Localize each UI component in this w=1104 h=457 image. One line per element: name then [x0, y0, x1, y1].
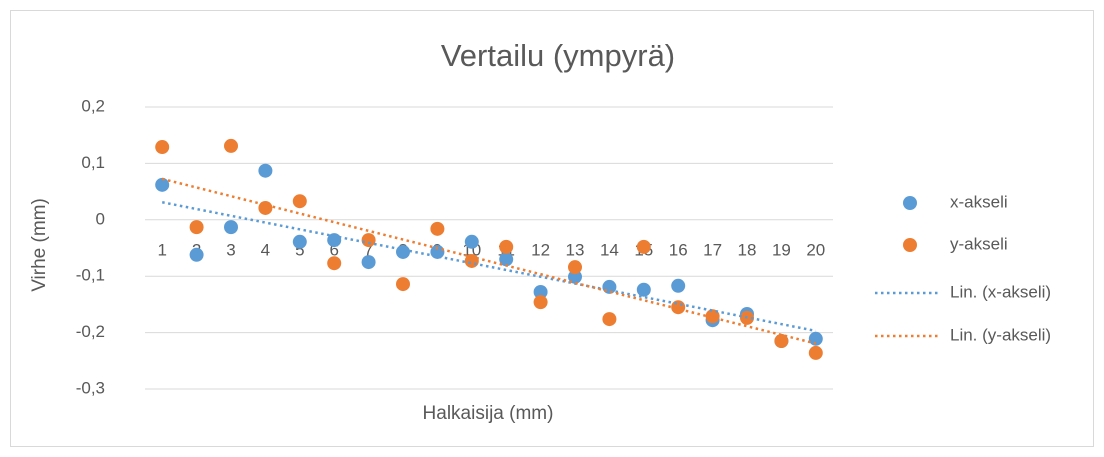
- y-axis-title: Virhe (mm): [29, 198, 50, 292]
- x-tick-label: 19: [772, 240, 791, 259]
- marker: [327, 256, 342, 271]
- marker: [155, 140, 170, 155]
- x-tick-label: 1: [157, 240, 166, 259]
- marker: [189, 220, 204, 235]
- marker: [396, 277, 410, 292]
- marker: [464, 234, 479, 249]
- legend-label: Lin. (y-akseli): [950, 325, 1051, 344]
- x-tick-label: 4: [261, 240, 270, 259]
- marker: [533, 284, 548, 299]
- legend-marker: [903, 238, 917, 252]
- marker: [430, 221, 445, 236]
- marker: [499, 239, 514, 254]
- marker: [774, 334, 789, 349]
- marker: [808, 331, 823, 346]
- marker: [602, 279, 617, 294]
- marker: [568, 269, 582, 284]
- marker: [671, 278, 686, 293]
- marker: [636, 282, 651, 297]
- x-tick-label: 7: [364, 240, 373, 259]
- marker: [189, 247, 204, 262]
- x-tick-label: 20: [806, 240, 825, 259]
- legend-marker: [903, 196, 917, 210]
- marker: [396, 244, 410, 259]
- x-tick-label: 3: [226, 240, 235, 259]
- x-tick-label: 17: [703, 240, 722, 259]
- x-tick-label: 14: [600, 240, 619, 259]
- marker: [224, 220, 238, 235]
- marker: [808, 345, 823, 360]
- marker: [361, 233, 376, 248]
- x-tick-label: 5: [295, 240, 304, 259]
- y-tick-label: -0,3: [76, 378, 105, 397]
- marker: [533, 295, 548, 310]
- x-axis-title: Halkaisija (mm): [423, 403, 554, 424]
- marker: [224, 138, 238, 153]
- marker: [671, 300, 686, 315]
- marker: [258, 163, 273, 178]
- y-tick-label: 0,1: [81, 153, 105, 172]
- marker: [292, 234, 307, 249]
- trendline: [161, 177, 817, 345]
- marker: [258, 200, 273, 215]
- chart-frame: [10, 10, 1094, 447]
- legend-label: Lin. (x-akseli): [950, 282, 1051, 301]
- marker: [327, 233, 342, 248]
- chart-title: Vertailu (ympyrä): [441, 38, 675, 73]
- x-tick-label: 18: [738, 240, 757, 259]
- marker: [705, 309, 720, 324]
- marker: [292, 194, 307, 209]
- y-tick-label: -0,1: [76, 266, 105, 285]
- marker: [361, 255, 376, 270]
- marker: [636, 239, 651, 254]
- legend-label: y-akseli: [950, 234, 1008, 253]
- y-tick-label: 0: [96, 209, 105, 228]
- x-tick-label: 12: [531, 240, 550, 259]
- marker: [155, 177, 170, 192]
- x-tick-label: 13: [566, 240, 585, 259]
- marker: [499, 252, 514, 267]
- y-tick-label: 0,2: [81, 96, 105, 115]
- x-tick-label: 16: [669, 240, 688, 259]
- legend-label: x-akseli: [950, 192, 1008, 211]
- marker: [568, 260, 582, 275]
- y-tick-label: -0,2: [76, 322, 105, 341]
- x-tick-label: 6: [329, 240, 338, 259]
- marker: [602, 312, 617, 327]
